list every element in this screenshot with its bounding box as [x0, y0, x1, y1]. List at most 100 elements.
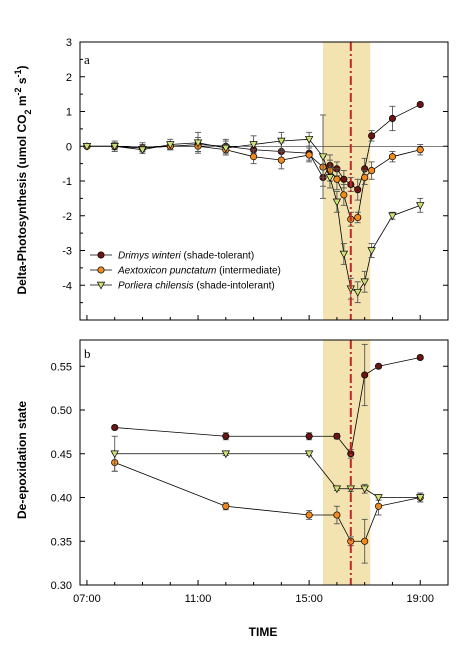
x-tick-label: 07:00	[73, 593, 101, 605]
data-point	[388, 153, 397, 161]
data-point	[110, 450, 119, 459]
y-tick-label: 3	[66, 37, 72, 49]
y-axis-title-b: De-epoxidation state	[15, 401, 29, 519]
data-point	[340, 191, 348, 199]
x-axis-title: TIME	[249, 625, 278, 639]
data-point	[333, 175, 341, 183]
data-point	[354, 186, 362, 194]
legend-marker	[96, 281, 106, 290]
legend: Drimys winteri (shade-tolerant) Aextoxico…	[90, 251, 281, 292]
data-point	[375, 362, 383, 370]
data-point	[305, 432, 313, 440]
shade-band-b	[323, 340, 371, 585]
y-tick-label: 0.40	[51, 493, 72, 505]
data-point	[304, 136, 314, 144]
data-point	[166, 141, 175, 150]
data-point	[353, 288, 362, 297]
x-tick-label: 15:00	[295, 593, 323, 605]
x-axis-a	[86, 315, 421, 320]
panel-letter-a: a	[84, 52, 90, 67]
data-point	[222, 432, 230, 440]
plot-frame-b	[79, 339, 449, 586]
data-point	[368, 167, 376, 175]
data-point	[332, 198, 342, 207]
data-point	[82, 143, 92, 151]
data-point	[360, 485, 369, 494]
series-line	[114, 453, 421, 498]
x-axis-b: 07:00 11:00 15:00 19:00	[73, 580, 434, 605]
series-line	[114, 462, 421, 542]
series-line	[114, 357, 421, 455]
data-point	[304, 450, 314, 459]
series-porliera	[110, 435, 425, 503]
data-point	[277, 156, 285, 164]
y-axis-a: -4 -3 -2 -1 0 1 2 3	[62, 37, 448, 304]
panel-a: -4 -3 -2 -1 0 1 2 3 a Drimys winteri (shade-tol…	[13, 37, 449, 321]
legend-label: Drimys winteri (shade-tolerant)	[118, 251, 254, 262]
data-point	[277, 137, 286, 146]
legend-marker	[97, 266, 105, 274]
data-point	[305, 151, 313, 159]
data-point	[416, 146, 424, 154]
series-drimys	[111, 343, 424, 459]
data-point	[374, 494, 383, 503]
y-tick-label: -2	[62, 211, 72, 223]
data-point	[368, 132, 376, 140]
y-axis-title-a: Delta-Photosynthesis (umol CO2 m-2 s-1)	[13, 65, 33, 294]
data-point	[416, 494, 425, 503]
series-aextoxicon	[83, 140, 424, 227]
data-point	[138, 146, 147, 155]
y-axis-b: 0.30 0.35 0.40 0.45 0.50 0.55	[51, 361, 448, 592]
y-tick-label: 1	[66, 107, 72, 119]
data-point	[416, 101, 424, 109]
series-group-b	[110, 343, 425, 564]
x-tick-label: 11:00	[185, 593, 212, 605]
data-point	[193, 139, 203, 148]
data-point	[416, 202, 425, 210]
y-tick-label: 0.45	[51, 449, 72, 461]
data-point	[111, 423, 119, 432]
y-tick-label: 0.50	[51, 405, 72, 417]
y-tick-label: 0	[66, 141, 72, 153]
data-point	[354, 213, 362, 222]
series-group-a	[82, 101, 425, 304]
legend-marker	[97, 251, 105, 259]
panel-letter-b: b	[84, 346, 91, 361]
data-point	[318, 153, 328, 162]
data-point	[221, 144, 230, 153]
series-porliera	[82, 114, 425, 304]
data-point	[250, 153, 258, 161]
series-aextoxicon	[111, 453, 424, 564]
data-point	[110, 143, 119, 151]
data-point	[333, 432, 341, 440]
y-tick-label: -1	[62, 176, 72, 188]
y-tick-label: -3	[62, 246, 72, 258]
y-tick-label: 0.55	[51, 361, 72, 373]
legend-label: Porliera chilensis (shade-intolerant)	[118, 281, 275, 292]
y-tick-label: 2	[66, 72, 72, 84]
data-point	[222, 502, 230, 510]
data-point	[332, 485, 342, 494]
data-point	[375, 502, 383, 510]
data-point	[221, 450, 230, 459]
plot-frame-a	[79, 41, 449, 321]
data-point	[249, 141, 258, 150]
x-tick-label: 19:00	[406, 593, 434, 605]
data-point	[325, 174, 335, 183]
panel-b: 0.30 0.35 0.40 0.45 0.50 0.55 07:00 11:00 15:00…	[15, 339, 449, 639]
data-point	[416, 353, 424, 362]
legend-label: Aextoxicon punctatum (intermediate)	[117, 266, 281, 277]
data-point	[388, 114, 397, 123]
y-tick-label: 0.35	[51, 536, 72, 548]
data-point	[340, 175, 348, 183]
data-point	[367, 247, 376, 256]
data-point	[305, 511, 313, 519]
y-tick-label: 0.30	[51, 580, 72, 592]
data-point	[388, 212, 397, 221]
data-point	[360, 278, 369, 287]
data-point	[339, 250, 349, 259]
data-point	[361, 173, 369, 182]
data-point	[361, 371, 369, 379]
data-point	[333, 511, 341, 519]
